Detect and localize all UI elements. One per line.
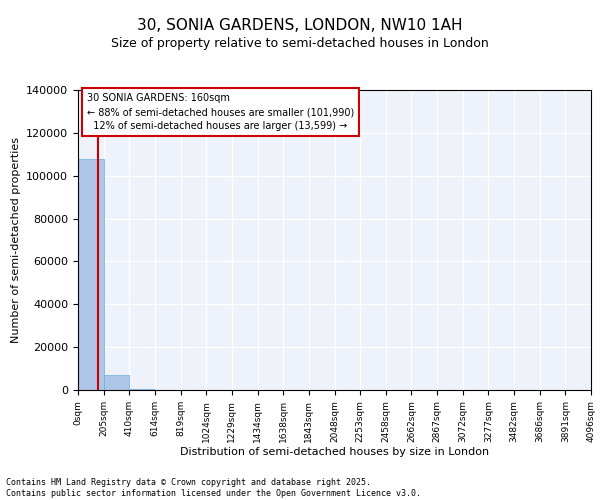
Text: 30 SONIA GARDENS: 160sqm
← 88% of semi-detached houses are smaller (101,990)
  1: 30 SONIA GARDENS: 160sqm ← 88% of semi-d… xyxy=(87,93,355,131)
Text: Contains HM Land Registry data © Crown copyright and database right 2025.
Contai: Contains HM Land Registry data © Crown c… xyxy=(6,478,421,498)
Y-axis label: Number of semi-detached properties: Number of semi-detached properties xyxy=(11,137,20,343)
X-axis label: Distribution of semi-detached houses by size in London: Distribution of semi-detached houses by … xyxy=(180,448,489,458)
Text: 30, SONIA GARDENS, LONDON, NW10 1AH: 30, SONIA GARDENS, LONDON, NW10 1AH xyxy=(137,18,463,32)
Bar xyxy=(104,375,130,390)
Bar xyxy=(130,389,155,390)
Text: Size of property relative to semi-detached houses in London: Size of property relative to semi-detach… xyxy=(111,38,489,51)
Bar xyxy=(78,158,104,390)
